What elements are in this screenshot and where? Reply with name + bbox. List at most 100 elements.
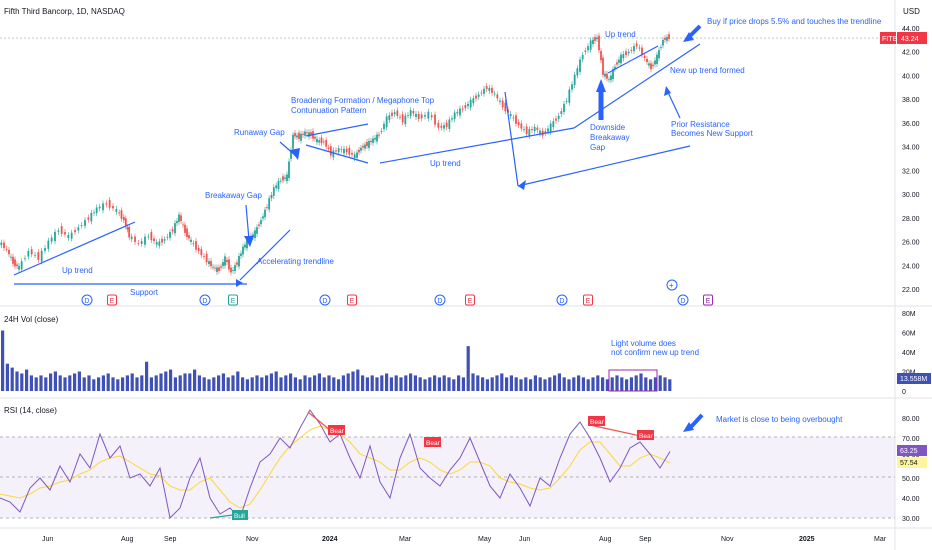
candle-body [368,140,370,148]
volume-bars [1,330,672,391]
dividend-marker-icon[interactable] [81,294,93,306]
volume-bar [34,377,38,391]
time-axis: Jun Aug Sep Nov 2024 Mar May Jun Aug Sep Nov 2025 Ma… [42,536,887,543]
candle-body [275,185,278,189]
volume-bar [226,377,230,391]
candle-body [576,68,579,76]
candle-body [472,98,475,104]
earnings-marker-icon[interactable] [347,294,357,306]
time-tick-label: Jun [42,536,53,543]
volume-bar [337,379,341,391]
candle-body [499,100,501,102]
candle-body [509,114,512,117]
volume-bar [389,377,393,391]
volume-bar [260,377,264,391]
earnings-marker-icon[interactable] [465,294,475,306]
volume-bar [68,375,72,391]
candle-body [380,131,383,132]
volume-bar [495,375,499,391]
volume-bar [173,377,177,391]
volume-tick-label: 0 [902,389,906,396]
ann-downside-1: Downside [590,123,626,132]
candle-body [565,100,568,102]
dividend-marker-icon[interactable] [556,294,568,306]
volume-bar [370,375,374,391]
ann-prior-1: Prior Resistance [671,120,730,129]
ann-light-volume-1: Light volume does [611,339,676,348]
volume-bar [601,377,605,391]
volume-bar [509,375,513,391]
volume-bar [49,373,53,391]
candle-body [155,242,158,245]
volume-bar [332,377,336,391]
volume-bar [77,371,81,391]
candle-body [327,147,330,149]
volume-bar [471,373,475,391]
volume-bar [605,379,609,391]
candle-body [448,119,451,129]
candle-body [124,218,127,227]
candle-body [549,123,552,133]
ann-broadening-2: Contunuation Pattern [291,106,367,115]
candle-body [393,112,396,115]
candle-body [477,94,480,97]
dividend-marker-label: D [322,298,327,305]
annotation-arrows [236,24,704,432]
candle-body [656,54,658,64]
candle-body [485,86,488,90]
volume-bar [178,375,182,391]
earnings-marker-icon[interactable] [703,294,713,306]
candle-body [322,141,325,143]
rsi-last-value: 63.25 [900,448,918,455]
earnings-marker-icon[interactable] [228,294,238,306]
dividend-marker-icon[interactable] [319,294,331,306]
dividend-marker-icon[interactable] [199,294,211,306]
candle-body [523,129,525,130]
rsi-ma-last-value: 57.54 [900,460,918,467]
candle-body [128,226,131,238]
candle-body [214,267,216,269]
volume-bar [202,377,206,391]
add-event-icon[interactable] [666,279,678,291]
candle-body [589,40,592,50]
candle-body [600,51,602,61]
ann-new-uptrend: New up trend formed [670,66,745,75]
volume-bar [183,373,187,391]
volume-bar [346,373,350,391]
earnings-marker-icon[interactable] [583,294,593,306]
candle-body [153,238,155,242]
volume-bar [197,375,201,391]
candle-body [622,54,625,59]
candle-body [366,141,368,147]
earnings-marker-icon[interactable] [107,294,117,306]
candle-body [87,217,90,220]
volume-bar [274,371,278,391]
dividend-marker-icon[interactable] [434,294,446,306]
volume-bar [63,377,67,391]
volume-bar [649,379,653,391]
volume-bar [44,377,48,391]
candle-body [300,133,302,141]
candle-body [579,59,581,72]
candle-body [515,115,517,124]
candle-body [592,39,594,45]
earnings-marker-label: E [110,298,115,305]
candle-body [284,177,286,179]
candle-body [517,122,520,126]
candle-body [531,129,533,131]
candle-body [67,235,70,238]
candle-body [34,254,36,256]
candle-body [210,261,212,267]
dividend-marker-icon[interactable] [677,294,689,306]
candle-body [158,241,161,246]
candle-body [0,242,3,246]
volume-bar [20,373,24,391]
candle-body [98,206,101,209]
volume-bar [490,377,494,391]
volume-bar [154,375,158,391]
breakaway-arrow-head [244,236,254,247]
resistance-arrow-line [517,145,691,187]
candle-body [234,265,236,272]
